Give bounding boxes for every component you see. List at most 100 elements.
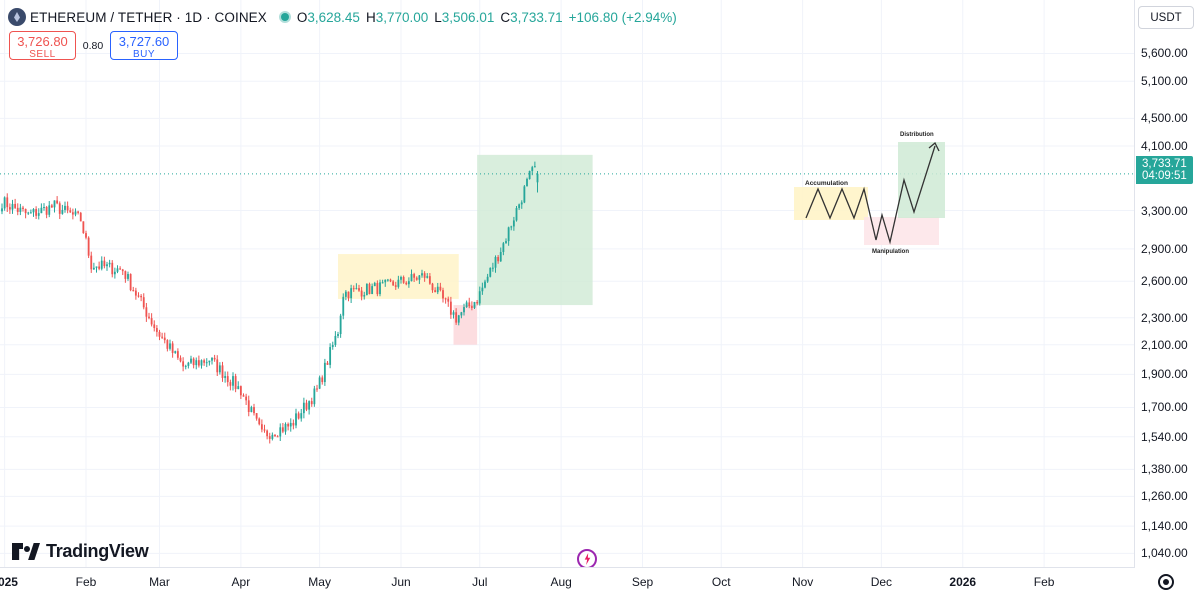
time-axis[interactable]: 2025 Feb Mar Apr May Jun Jul Aug Sep Oct Nov Dec 202… (0, 568, 1135, 595)
candle-body (355, 288, 358, 290)
candle-body (166, 340, 169, 349)
high-label: H (365, 9, 376, 25)
tradingview-logo[interactable]: TradingView (12, 541, 149, 562)
chart-pane[interactable]: Accumulation Manipulation Distribution E… (0, 0, 1135, 568)
candle-body (184, 365, 187, 367)
current-price-tag: 3,733.71 04:09:51 (1136, 156, 1193, 184)
candle-body (226, 376, 229, 383)
time-tick-label: Jun (391, 575, 411, 589)
candle-body (329, 347, 332, 365)
candle-body (45, 207, 48, 215)
candle-body (510, 226, 513, 228)
candle-body (284, 423, 287, 432)
time-tick-label: May (308, 575, 331, 589)
chart-grid (0, 0, 1134, 567)
candle-body (350, 288, 353, 299)
candle-body (368, 283, 371, 294)
candle-body (465, 302, 468, 308)
candle-body (92, 267, 95, 270)
candle-body (507, 227, 510, 242)
candle-body (318, 377, 321, 389)
candle-body (402, 276, 405, 283)
candle-body (221, 365, 224, 378)
candle-body (271, 434, 274, 439)
price-tick-label: 1,540.00 (1141, 429, 1188, 444)
manipulation-box (864, 217, 939, 245)
sell-label: SELL (29, 49, 56, 60)
candle-body (137, 295, 140, 297)
candle-body (463, 307, 465, 313)
symbol-title[interactable]: ETHEREUM / TETHER · 1D · COINEX (30, 9, 267, 25)
candle-body (35, 209, 38, 216)
candle-body (473, 301, 476, 308)
lightning-icon[interactable] (577, 549, 597, 567)
sell-button[interactable]: 3,726.80 SELL (9, 31, 76, 60)
time-tick-label: Apr (231, 575, 251, 589)
price-tick-label: 1,380.00 (1141, 462, 1188, 477)
candle-body (176, 351, 179, 358)
candle-body (410, 274, 413, 282)
candle-body (87, 237, 90, 256)
candle-body (3, 197, 6, 209)
candle-body (124, 271, 127, 279)
candle-body (242, 395, 245, 397)
candle-body (50, 205, 53, 208)
currency-selector[interactable]: USDT (1138, 6, 1194, 29)
candle-body (360, 290, 363, 297)
candle-body (484, 281, 486, 288)
candles (1, 161, 539, 444)
candle-body (53, 200, 56, 208)
candle-body (394, 285, 397, 287)
candle-body (116, 268, 119, 272)
candle-body (326, 362, 329, 365)
candle-body (247, 400, 250, 413)
candle-body (352, 288, 355, 290)
candle-body (512, 220, 515, 227)
candle-body (113, 271, 116, 275)
buy-button[interactable]: 3,727.60 BUY (110, 31, 178, 60)
symbol-legend[interactable]: ETHEREUM / TETHER · 1D · COINEX O 3,628.4… (8, 8, 677, 26)
candle-body (213, 357, 216, 360)
candle-body (281, 427, 284, 432)
candle-body (250, 407, 253, 413)
candle-body (161, 336, 164, 338)
candle-body (22, 207, 24, 209)
candle-body (158, 331, 161, 337)
candle-body (308, 401, 311, 410)
candle-body (174, 351, 177, 353)
time-tick-label: Mar (149, 575, 170, 589)
candle-body (218, 365, 221, 373)
candle-body (106, 264, 108, 267)
time-tick-label: Jul (472, 575, 488, 589)
candle-body (129, 274, 132, 291)
candle-body (371, 286, 374, 294)
candle-body (205, 362, 208, 364)
price-chart[interactable]: Accumulation Manipulation Distribution (0, 0, 1135, 568)
candle-body (66, 205, 69, 211)
price-tick-label: 2,100.00 (1141, 337, 1188, 352)
candle-body (64, 205, 66, 210)
change-value: +106.80 (+2.94%) (568, 9, 677, 25)
candle-body (148, 316, 150, 319)
candle-body (234, 376, 237, 390)
candle-body (400, 276, 402, 280)
candle-body (313, 388, 316, 405)
candle-body (258, 418, 261, 425)
open-label: O (296, 9, 308, 25)
candle-body (208, 360, 211, 363)
low-value: 3,506.01 (441, 9, 495, 25)
ethereum-icon (8, 8, 26, 26)
settings-icon[interactable] (1158, 574, 1174, 590)
low-label: L (434, 9, 442, 25)
close-value: 3,733.71 (510, 9, 563, 25)
candle-body (224, 376, 227, 378)
tradingview-logo-icon (12, 543, 40, 560)
buy-price: 3,727.60 (118, 34, 170, 49)
candle-body (268, 436, 271, 439)
time-tick-label: Aug (550, 575, 572, 589)
candle-body (43, 207, 45, 209)
candle-body (239, 386, 242, 396)
candle-body (232, 376, 234, 386)
candle-body (337, 334, 339, 336)
